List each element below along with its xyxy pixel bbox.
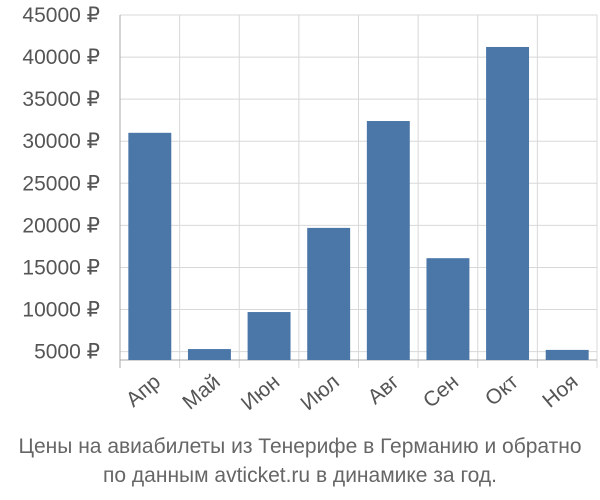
bar-2 (187, 349, 231, 360)
bar-3 (247, 312, 291, 360)
x-tick-label: Апр (122, 370, 165, 411)
y-tick-label: 30000 ₽ (22, 130, 100, 153)
bar-4 (307, 227, 351, 360)
bar-layer (128, 46, 589, 361)
chart-caption-line-1: Цены на авиабилеты из Тенерифе в Германи… (18, 435, 582, 458)
grid-layer (119, 14, 598, 368)
y-tick-label: 10000 ₽ (22, 299, 100, 322)
bar-5 (366, 121, 410, 361)
y-tick-label: 25000 ₽ (22, 172, 100, 195)
bar-8 (545, 349, 589, 360)
x-tick-label: Июн (237, 370, 284, 415)
bar-6 (426, 258, 470, 360)
y-tick-label: 45000 ₽ (22, 4, 100, 27)
bar-7 (486, 46, 530, 360)
x-tick-label: Сен (419, 370, 463, 412)
x-tick-label: Окт (481, 370, 523, 411)
y-tick-label: 20000 ₽ (22, 214, 100, 237)
x-tick-label: Ноя (538, 370, 582, 412)
y-tick-label: 40000 ₽ (22, 46, 100, 69)
x-tick-label: Июл (296, 370, 343, 415)
bar-chart: 5000 ₽ 10000 ₽ 15000 ₽ 20000 ₽ 25000 ₽ 30000 … (22, 4, 598, 415)
bar-1 (128, 132, 172, 360)
y-axis-tick-labels: 5000 ₽ 10000 ₽ 15000 ₽ 20000 ₽ 25000 ₽ 30000 … (22, 4, 100, 364)
y-tick-label: 35000 ₽ (22, 88, 100, 111)
x-axis-tick-labels: Апр Май Июн Июл Авг Сен Окт Ноя (122, 370, 583, 415)
y-tick-label: 5000 ₽ (34, 341, 100, 364)
y-tick-label: 15000 ₽ (22, 256, 100, 279)
x-tick-label: Май (178, 370, 224, 414)
chart-caption-line-2: по данным avticket.ru в динамике за год. (103, 464, 497, 487)
x-tick-label: Авг (364, 370, 404, 409)
